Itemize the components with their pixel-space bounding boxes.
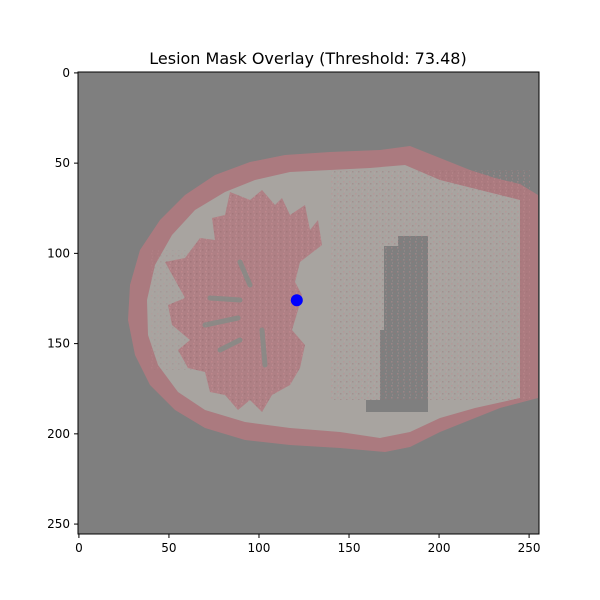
x-tick-label: 0 bbox=[75, 541, 83, 555]
mri-image bbox=[78, 72, 539, 534]
speckle-patch bbox=[330, 170, 530, 400]
x-tick-label: 100 bbox=[248, 541, 271, 555]
chart-title: Lesion Mask Overlay (Threshold: 73.48) bbox=[149, 49, 466, 68]
x-tick-label: 50 bbox=[161, 541, 176, 555]
speckle-patch bbox=[150, 250, 210, 370]
y-tick-label: 50 bbox=[55, 156, 70, 170]
y-tick-label: 100 bbox=[47, 246, 70, 260]
cortical-fold bbox=[202, 259, 268, 368]
y-tick-label: 150 bbox=[47, 337, 70, 351]
x-tick-label: 150 bbox=[338, 541, 361, 555]
x-axis: 0 50 100 150 200 250 bbox=[75, 534, 541, 555]
y-tick-label: 0 bbox=[62, 66, 70, 80]
y-tick-label: 250 bbox=[47, 517, 70, 531]
plot-frame bbox=[77, 71, 540, 535]
y-tick-label: 200 bbox=[47, 427, 70, 441]
y-axis: 0 50 100 150 200 250 bbox=[47, 66, 78, 531]
marker-point bbox=[290, 294, 303, 307]
x-tick-label: 200 bbox=[428, 541, 451, 555]
x-tick-label: 250 bbox=[518, 541, 541, 555]
